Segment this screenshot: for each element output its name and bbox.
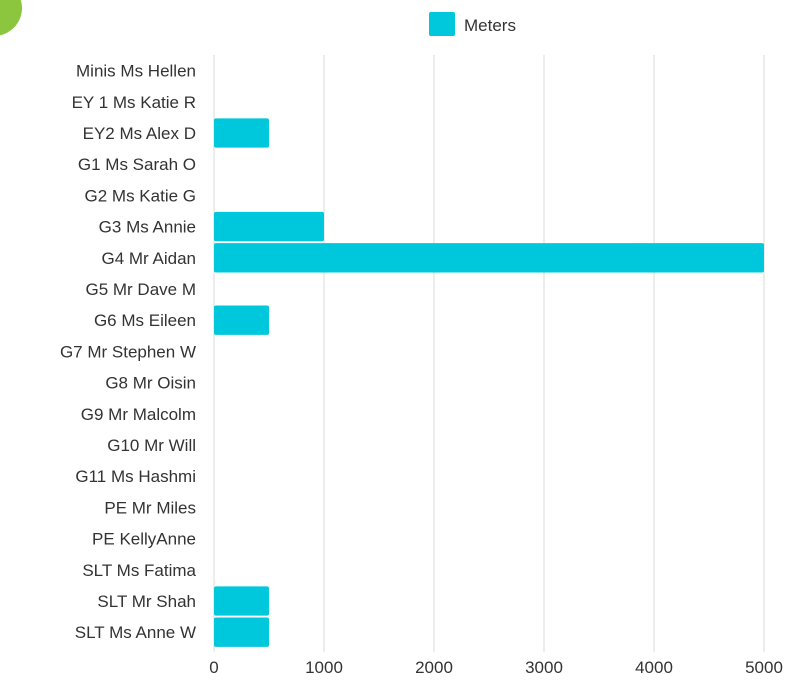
category-label: G5 Mr Dave M — [85, 280, 196, 299]
category-label: G2 Ms Katie G — [85, 186, 196, 205]
category-label: G11 Ms Hashmi — [75, 467, 196, 486]
category-label: SLT Mr Shah — [97, 592, 196, 611]
x-tick-label: 2000 — [415, 658, 453, 677]
category-labels: Minis Ms Hellen EY 1 Ms Katie R EY2 Ms Ale… — [60, 62, 197, 643]
category-label: G1 Ms Sarah O — [78, 155, 196, 174]
bars — [214, 118, 764, 647]
legend-swatch — [429, 12, 455, 36]
x-axis-ticks: 0 1000 2000 3000 4000 5000 — [209, 658, 783, 677]
bar — [214, 211, 324, 242]
category-label: G9 Mr Malcolm — [81, 405, 196, 424]
legend-label: Meters — [464, 16, 516, 35]
bar — [214, 617, 269, 647]
x-tick-label: 5000 — [745, 658, 783, 677]
category-label: SLT Ms Fatima — [82, 561, 196, 580]
category-label: EY 1 Ms Katie R — [72, 93, 196, 112]
legend: Meters — [429, 12, 516, 36]
category-label: G3 Ms Annie — [99, 218, 196, 237]
category-label: G8 Mr Oisin — [105, 374, 196, 393]
category-label: SLT Ms Anne W — [75, 623, 196, 642]
category-label: PE Mr Miles — [104, 498, 196, 517]
bar — [214, 243, 764, 273]
category-label: G6 Ms Eileen — [94, 311, 196, 330]
category-label: Minis Ms Hellen — [76, 62, 196, 81]
category-label: G10 Mr Will — [107, 436, 196, 455]
x-tick-label: 3000 — [525, 658, 563, 677]
grid — [213, 55, 765, 652]
bar — [214, 586, 269, 616]
x-tick-label: 1000 — [305, 658, 343, 677]
category-label: PE KellyAnne — [92, 530, 196, 549]
bar — [214, 118, 269, 148]
bar — [214, 305, 269, 335]
x-tick-label: 0 — [209, 658, 218, 677]
corner-badge — [0, 0, 22, 36]
category-label: G4 Mr Aidan — [102, 249, 197, 268]
category-label: EY2 Ms Alex D — [83, 124, 196, 143]
x-tick-label: 4000 — [635, 658, 673, 677]
category-label: G7 Mr Stephen W — [60, 342, 196, 361]
